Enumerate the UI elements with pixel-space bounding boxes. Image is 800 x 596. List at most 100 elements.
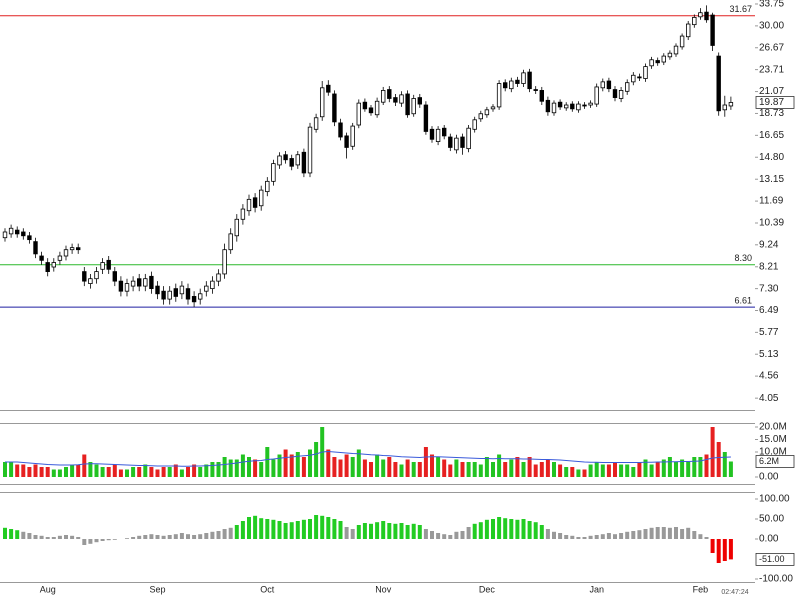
bar — [253, 459, 258, 477]
bar — [613, 534, 617, 539]
bar — [484, 519, 489, 539]
y-tick-label: 26.67 — [759, 42, 784, 53]
bar — [15, 530, 20, 539]
x-tick-label: Dec — [479, 584, 496, 594]
candle-body — [429, 128, 435, 140]
bar — [265, 447, 270, 477]
candle-body — [167, 290, 172, 300]
bar — [45, 467, 50, 477]
candle-body — [460, 136, 465, 148]
candle-body — [185, 288, 191, 300]
candle-body — [21, 231, 26, 237]
candle-body — [582, 104, 587, 107]
candle-body — [637, 76, 642, 79]
bar — [57, 535, 62, 539]
bar — [33, 535, 38, 539]
candle-body — [393, 97, 398, 103]
y-tick-label: 23.71 — [759, 64, 784, 75]
bar — [301, 457, 306, 477]
candle-body — [210, 280, 215, 290]
bar — [698, 457, 703, 477]
bar — [94, 464, 99, 477]
candle-body — [673, 45, 679, 55]
bar — [222, 457, 227, 477]
candle-body — [222, 249, 227, 275]
candle-body — [612, 89, 618, 98]
bar — [240, 454, 245, 477]
bar — [533, 522, 538, 539]
bar — [497, 454, 502, 477]
bar — [234, 525, 239, 539]
y-tick-label: 10.0M — [759, 447, 787, 458]
bar — [649, 464, 654, 477]
candle-body — [448, 136, 453, 148]
candle-body — [228, 233, 233, 251]
candle-body — [246, 198, 252, 212]
candle-body — [277, 155, 282, 166]
candle-body — [179, 285, 185, 295]
bar — [228, 459, 233, 477]
bar — [125, 538, 129, 539]
candle-body — [319, 87, 325, 118]
bar — [466, 462, 471, 477]
candle-body — [69, 247, 75, 251]
bar — [674, 527, 678, 539]
bar — [661, 527, 666, 539]
current-value: 19.87 — [759, 97, 784, 108]
bar — [45, 537, 50, 539]
bar — [314, 442, 319, 477]
bar — [112, 464, 117, 477]
candle-body — [631, 74, 636, 83]
bar — [552, 462, 556, 477]
bar — [600, 534, 605, 539]
bar — [655, 462, 660, 477]
candle-body — [191, 296, 197, 303]
bar — [631, 531, 636, 539]
bar — [247, 457, 251, 477]
candle-body — [313, 117, 319, 130]
x-tick-label: Feb — [693, 584, 709, 594]
candle-body — [258, 189, 264, 207]
candle-body — [533, 89, 538, 91]
bar — [619, 464, 624, 477]
bar — [271, 519, 276, 539]
bar — [692, 457, 697, 477]
y-tick-label: 14.80 — [759, 152, 784, 163]
bar — [570, 535, 575, 539]
candle-body — [197, 293, 203, 300]
candle-body — [155, 285, 160, 295]
bar — [509, 459, 514, 477]
candle-body — [45, 262, 50, 273]
bar — [710, 539, 715, 553]
candle-body — [295, 154, 300, 166]
bar — [301, 519, 306, 539]
bar — [259, 462, 264, 477]
candle-body — [667, 52, 673, 58]
bar — [338, 521, 343, 539]
bar — [253, 515, 258, 539]
bar — [88, 539, 93, 544]
candle-body — [82, 271, 87, 282]
bar — [362, 459, 367, 477]
y-tick-label: 5.13 — [759, 349, 779, 360]
bar — [539, 462, 544, 477]
bar — [521, 462, 526, 477]
candle-body — [521, 72, 526, 84]
candle-body — [326, 84, 331, 93]
bar — [454, 531, 459, 539]
candle-body — [618, 90, 624, 99]
bar — [100, 539, 105, 541]
candle-body — [399, 94, 404, 104]
bar — [259, 518, 264, 539]
bar — [503, 462, 508, 477]
bar — [430, 454, 434, 477]
bar — [460, 531, 465, 539]
candle-body — [27, 235, 32, 241]
bar — [289, 454, 294, 477]
candle-body — [8, 227, 14, 235]
bar — [289, 522, 294, 539]
bar — [173, 534, 178, 539]
